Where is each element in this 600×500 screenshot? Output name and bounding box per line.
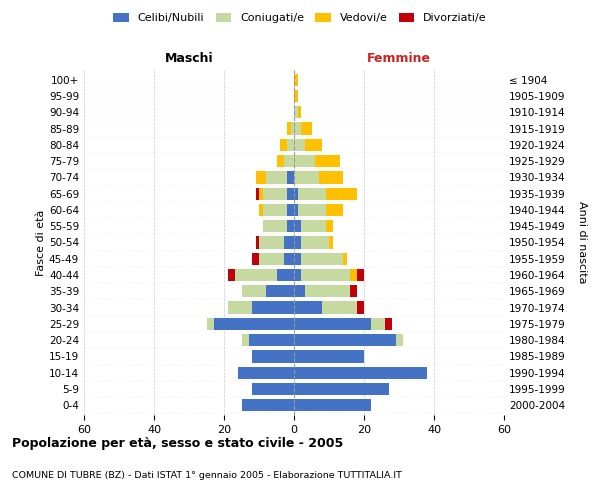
Bar <box>241 334 248 346</box>
Bar <box>325 204 343 216</box>
Bar <box>227 302 252 314</box>
Bar <box>294 172 319 183</box>
Bar <box>227 269 235 281</box>
Bar <box>294 269 301 281</box>
Bar <box>256 236 259 248</box>
Bar <box>241 399 294 411</box>
Bar <box>329 236 332 248</box>
Bar <box>294 220 301 232</box>
Bar <box>280 139 287 151</box>
Bar <box>371 318 385 330</box>
Text: Maschi: Maschi <box>164 52 214 65</box>
Bar <box>294 399 371 411</box>
Bar <box>301 252 343 265</box>
Bar <box>294 204 298 216</box>
Bar <box>235 269 277 281</box>
Bar <box>252 383 294 395</box>
Bar <box>241 285 266 298</box>
Bar <box>357 302 364 314</box>
Text: Popolazione per età, sesso e stato civile - 2005: Popolazione per età, sesso e stato civil… <box>12 438 343 450</box>
Bar <box>214 318 294 330</box>
Bar <box>263 220 287 232</box>
Bar <box>263 204 287 216</box>
Bar <box>294 334 395 346</box>
Bar <box>294 188 298 200</box>
Bar <box>259 236 284 248</box>
Bar <box>305 285 350 298</box>
Bar <box>294 122 301 134</box>
Bar <box>290 122 294 134</box>
Bar <box>294 139 305 151</box>
Bar <box>294 90 298 102</box>
Bar <box>252 302 294 314</box>
Bar <box>287 220 294 232</box>
Bar <box>298 188 325 200</box>
Bar <box>385 318 392 330</box>
Bar <box>294 236 301 248</box>
Bar <box>350 285 357 298</box>
Bar <box>206 318 214 330</box>
Legend: Celibi/Nubili, Coniugati/e, Vedovi/e, Divorziati/e: Celibi/Nubili, Coniugati/e, Vedovi/e, Di… <box>111 10 489 26</box>
Bar <box>294 106 298 118</box>
Bar <box>325 188 357 200</box>
Bar <box>350 269 357 281</box>
Bar <box>284 155 294 167</box>
Bar <box>238 366 294 379</box>
Bar <box>248 334 294 346</box>
Text: COMUNE DI TUBRE (BZ) - Dati ISTAT 1° gennaio 2005 - Elaborazione TUTTITALIA.IT: COMUNE DI TUBRE (BZ) - Dati ISTAT 1° gen… <box>12 470 402 480</box>
Bar <box>256 188 259 200</box>
Bar <box>298 106 301 118</box>
Bar <box>259 252 284 265</box>
Bar <box>294 252 301 265</box>
Bar <box>294 318 371 330</box>
Bar <box>357 269 364 281</box>
Bar <box>287 204 294 216</box>
Bar <box>266 172 287 183</box>
Y-axis label: Fasce di età: Fasce di età <box>36 210 46 276</box>
Bar <box>294 383 389 395</box>
Bar <box>319 172 343 183</box>
Bar <box>301 269 350 281</box>
Text: Femmine: Femmine <box>367 52 431 65</box>
Bar <box>259 204 263 216</box>
Y-axis label: Anni di nascita: Anni di nascita <box>577 201 587 283</box>
Bar <box>259 188 263 200</box>
Bar <box>263 188 287 200</box>
Bar <box>395 334 403 346</box>
Bar <box>301 236 329 248</box>
Bar <box>252 252 259 265</box>
Bar <box>277 269 294 281</box>
Bar <box>294 302 322 314</box>
Bar <box>305 139 322 151</box>
Bar <box>301 122 311 134</box>
Bar <box>287 172 294 183</box>
Bar <box>294 155 315 167</box>
Bar <box>266 285 294 298</box>
Bar <box>284 236 294 248</box>
Bar <box>287 188 294 200</box>
Bar <box>322 302 357 314</box>
Bar <box>294 366 427 379</box>
Bar <box>252 350 294 362</box>
Bar <box>287 122 290 134</box>
Bar <box>301 220 325 232</box>
Bar <box>284 252 294 265</box>
Bar <box>256 172 266 183</box>
Bar <box>294 285 305 298</box>
Bar <box>294 74 298 86</box>
Bar <box>277 155 284 167</box>
Bar <box>315 155 340 167</box>
Bar <box>298 204 325 216</box>
Bar <box>294 350 364 362</box>
Bar <box>343 252 347 265</box>
Bar <box>287 139 294 151</box>
Bar <box>325 220 332 232</box>
